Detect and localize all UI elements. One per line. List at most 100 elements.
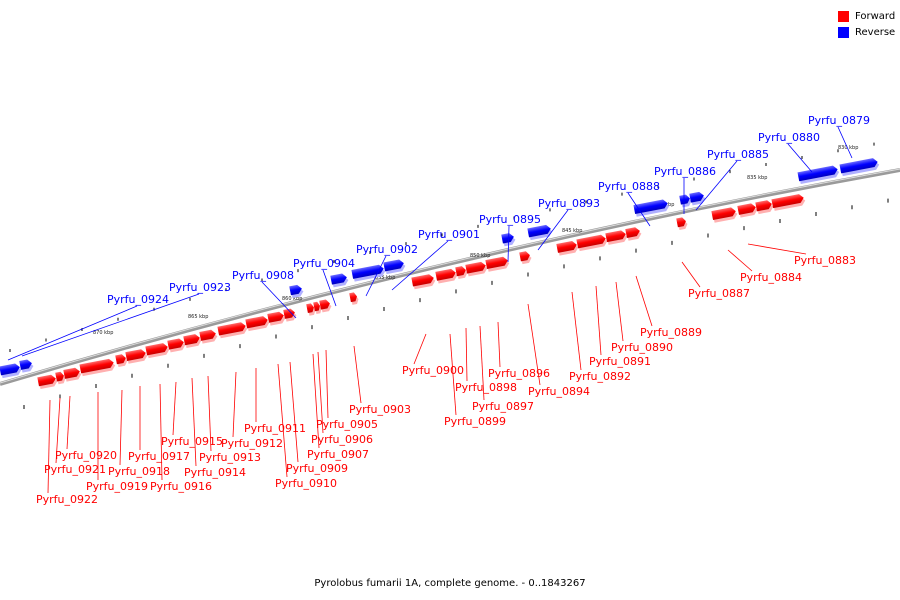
reverse-gene	[19, 359, 34, 373]
forward-gene	[55, 371, 66, 385]
leader-line	[695, 160, 738, 211]
scale-label: 830 kbp	[838, 145, 858, 151]
legend: Forward Reverse	[838, 8, 895, 40]
leader-line	[615, 281, 624, 342]
leader-line	[787, 143, 813, 173]
forward-gene	[605, 230, 628, 245]
scale-label: 860 kbp	[282, 296, 302, 302]
genome-backbone	[0, 168, 900, 386]
leader-line	[365, 255, 387, 297]
leader-line	[595, 285, 602, 356]
forward-gene-label: Pyrfu_0914	[184, 466, 246, 479]
leader-line	[465, 327, 468, 382]
reverse-gene-label: Pyrfu_0879	[808, 114, 870, 127]
forward-gene	[625, 227, 642, 241]
forward-gene-label: Pyrfu_0903	[349, 403, 411, 416]
leader-line	[191, 377, 197, 467]
leader-line	[289, 361, 299, 463]
leader-line	[172, 381, 177, 436]
forward-gene	[711, 207, 738, 223]
leader-line	[317, 351, 324, 434]
legend-forward: Forward	[838, 8, 895, 24]
leader-line	[21, 293, 200, 357]
forward-gene	[245, 316, 270, 332]
leader-line	[635, 275, 653, 327]
figure-caption: Pyrolobus fumarii 1A, complete genome. -…	[314, 578, 586, 589]
forward-gene	[755, 200, 774, 215]
forward-gene-label: Pyrfu_0907	[307, 448, 369, 461]
forward-gene	[455, 266, 468, 280]
scale-label: 835 kbp	[747, 175, 767, 181]
leader-line	[66, 395, 71, 450]
forward-gene	[465, 261, 488, 277]
reverse-gene	[527, 224, 553, 241]
leader-line	[322, 269, 337, 307]
forward-gene	[167, 338, 186, 353]
leader-line	[727, 249, 753, 272]
forward-gene-label: Pyrfu_0887	[688, 287, 750, 300]
leader-line	[312, 353, 320, 449]
reverse-gene-label: Pyrfu_0908	[232, 269, 294, 282]
forward-gene-label: Pyrfu_0884	[740, 271, 802, 284]
forward-gene	[676, 217, 688, 231]
leader-line	[7, 305, 138, 361]
forward-gene-label: Pyrfu_0894	[528, 385, 590, 398]
forward-gene-label: Pyrfu_0919	[86, 480, 148, 493]
forward-gene	[145, 343, 170, 359]
leader-line	[391, 240, 449, 291]
legend-reverse-label: Reverse	[855, 26, 896, 38]
forward-gene-label: Pyrfu_0899	[444, 415, 506, 428]
leader-line	[325, 349, 329, 419]
legend-forward-label: Forward	[855, 10, 896, 22]
leader-line	[277, 363, 288, 478]
leader-line	[159, 383, 163, 481]
legend-reverse: Reverse	[838, 24, 895, 40]
leader-line	[527, 303, 541, 386]
forward-gene-label: Pyrfu_0905	[316, 418, 378, 431]
forward-gene	[199, 329, 218, 344]
scale-label: 850 kbp	[470, 253, 490, 259]
forward-gene-label: Pyrfu_0922	[36, 493, 98, 506]
forward-gene	[267, 311, 286, 326]
forward-gene	[737, 203, 758, 218]
scale-label: 865 kbp	[188, 314, 208, 320]
leader-line	[413, 333, 427, 365]
scale-label: 845 kbp	[562, 228, 582, 234]
leader-line	[627, 192, 651, 227]
forward-gene-label: Pyrfu_0917	[128, 450, 190, 463]
genome-backbone-highlight	[0, 168, 900, 384]
forward-gene-label: Pyrfu_0897	[472, 400, 534, 413]
forward-gene	[217, 322, 248, 339]
forward-gene-label: Pyrfu_0889	[640, 326, 702, 339]
scale-ticks	[9, 142, 889, 410]
forward-gene-label: Pyrfu_0892	[569, 370, 631, 383]
scale-label: 870 kbp	[93, 330, 113, 336]
legend-forward-swatch	[838, 10, 849, 22]
leader-line	[119, 389, 123, 466]
forward-gene	[183, 334, 202, 348]
forward-gene	[319, 299, 332, 313]
forward-gene-label: Pyrfu_0918	[108, 465, 170, 478]
forward-gene-label: Pyrfu_0906	[311, 433, 373, 446]
forward-gene	[283, 308, 297, 322]
leader-line	[55, 397, 61, 464]
forward-gene-label: Pyrfu_0896	[488, 367, 550, 380]
reverse-gene-label: Pyrfu_0901	[418, 228, 480, 241]
leader-line	[261, 281, 297, 319]
forward-gene	[435, 268, 458, 284]
forward-gene-label: Pyrfu_0898	[455, 381, 517, 394]
reverse-gene-label: Pyrfu_0888	[598, 180, 660, 193]
leader-line	[537, 209, 569, 251]
gene-features	[0, 158, 880, 390]
leader-line	[449, 333, 457, 416]
forward-gene	[37, 374, 58, 390]
reverse-gene	[330, 273, 349, 288]
forward-gene	[519, 251, 532, 265]
reverse-gene	[633, 199, 670, 217]
reverse-gene-label: Pyrfu_0904	[293, 257, 355, 270]
leader-line	[479, 325, 485, 401]
legend-reverse-swatch	[838, 26, 849, 38]
leader-line	[232, 371, 237, 438]
